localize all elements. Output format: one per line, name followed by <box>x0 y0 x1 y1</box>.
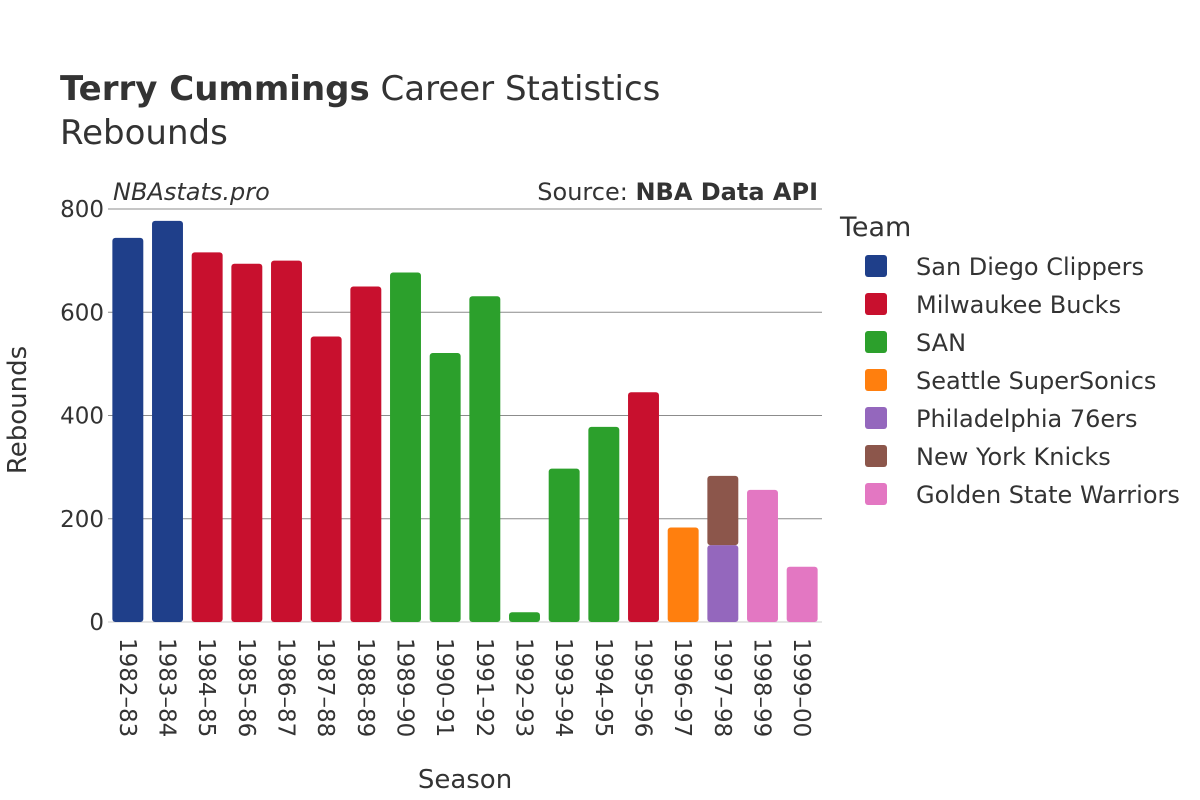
bar-milwaukee-bucks-1995–96 <box>628 392 659 622</box>
x-tick-label: 1995–96 <box>630 638 656 737</box>
legend-label: Seattle SuperSonics <box>916 367 1156 395</box>
watermark: NBAstats.pro <box>113 178 270 206</box>
bar-golden-state-warriors-1999–00 <box>786 566 818 622</box>
bar-san-diego-clippers-1982–83 <box>112 237 144 622</box>
legend-label: SAN <box>916 329 966 357</box>
y-tick-label: 800 <box>60 197 104 223</box>
y-tick-label: 0 <box>89 610 104 636</box>
y-axis-label: Rebounds <box>3 346 33 474</box>
chart-title: Terry Cummings Career Statistics <box>60 69 660 109</box>
y-tick-label: 400 <box>60 404 104 430</box>
x-axis-label: Season <box>418 765 512 795</box>
bar-milwaukee-bucks-1984–85 <box>191 252 223 623</box>
bar-san-diego-clippers-1983–84 <box>152 220 183 622</box>
legend-label: San Diego Clippers <box>916 253 1144 281</box>
legend-swatch <box>865 407 887 429</box>
y-ticks: 0 200 400 600 800 <box>60 197 104 636</box>
x-tick-label: 1992–93 <box>511 638 537 737</box>
legend-swatch <box>865 483 887 505</box>
bar-san-1992–93 <box>509 612 540 622</box>
bar-san-1989–90 <box>390 272 421 622</box>
x-ticks: 1982–83 1983–84 1984–85 1985–86 1986–87 1987–… <box>114 638 814 737</box>
legend-swatch <box>865 255 887 277</box>
bar-san-1994–95 <box>588 426 620 622</box>
bar-san-1991–92 <box>469 296 501 622</box>
x-tick-label: 1993–94 <box>550 638 576 737</box>
grid-layer <box>108 208 822 623</box>
bar-seattle-supersonics-1996–97 <box>667 527 699 622</box>
x-tick-label: 1999–00 <box>788 638 814 737</box>
x-tick-label: 1983–84 <box>154 638 180 737</box>
x-tick-label: 1987–88 <box>312 638 338 737</box>
legend-label: Philadelphia 76ers <box>916 405 1138 433</box>
x-tick-label: 1985–86 <box>233 638 259 737</box>
y-tick-label: 600 <box>60 300 104 326</box>
x-tick-label: 1984–85 <box>193 638 219 737</box>
source-prefix: Source: <box>537 178 635 206</box>
bar-philadelphia-76ers-1997–98 <box>707 545 739 622</box>
legend-swatch <box>865 293 887 315</box>
bar-san-1990–91 <box>429 353 461 622</box>
x-tick-label: 1982–83 <box>114 638 140 737</box>
legend-label: New York Knicks <box>916 443 1111 471</box>
x-tick-label: 1988–89 <box>352 638 378 737</box>
title-rest: Career Statistics <box>370 69 661 109</box>
x-tick-label: 1994–95 <box>590 638 616 737</box>
bars-layer <box>112 220 818 623</box>
bar-milwaukee-bucks-1987–88 <box>310 336 342 622</box>
chart-subtitle: Rebounds <box>60 113 228 153</box>
bar-new-york-knicks-1997–98 <box>707 475 739 546</box>
x-tick-label: 1989–90 <box>392 638 418 737</box>
legend-swatch <box>865 331 887 353</box>
bar-milwaukee-bucks-1988–89 <box>350 286 382 622</box>
y-tick-label: 200 <box>60 507 104 533</box>
legend: San Diego Clippers Milwaukee Bucks SAN Seat… <box>865 253 1180 509</box>
legend-label: Golden State Warriors <box>916 481 1180 509</box>
legend-label: Milwaukee Bucks <box>916 291 1121 319</box>
source-label: Source: NBA Data API <box>537 178 818 206</box>
x-tick-label: 1998–99 <box>749 638 775 737</box>
bar-san-1993–94 <box>548 468 580 622</box>
x-tick-label: 1986–87 <box>273 638 299 737</box>
source-name: NBA Data API <box>635 178 818 206</box>
legend-title: Team <box>839 212 911 243</box>
legend-swatch <box>865 369 887 391</box>
bar-milwaukee-bucks-1986–87 <box>271 260 302 622</box>
legend-swatch <box>865 445 887 467</box>
x-tick-label: 1990–91 <box>431 638 457 737</box>
bar-milwaukee-bucks-1985–86 <box>231 263 263 622</box>
x-tick-label: 1996–97 <box>669 638 695 737</box>
x-tick-label: 1991–92 <box>471 638 497 737</box>
x-tick-label: 1997–98 <box>709 638 735 737</box>
bar-golden-state-warriors-1998–99 <box>747 489 778 622</box>
title-bold: Terry Cummings <box>60 69 370 109</box>
